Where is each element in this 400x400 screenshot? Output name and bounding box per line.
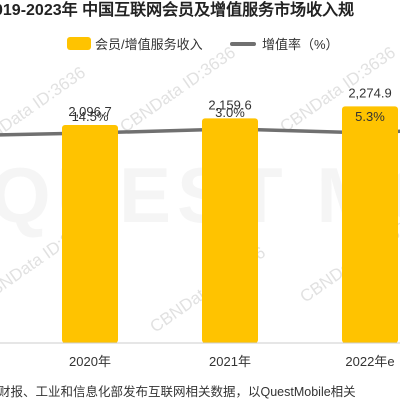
bar-value-label-1: 2,159.6 [208, 97, 251, 112]
chart-legend: 会员/增值服务收入 增值率（%） [0, 34, 400, 56]
growth-rate-line [0, 127, 400, 137]
chart-title: 019-2023年 中国互联网会员及增值服务市场收入规 [0, 2, 355, 19]
legend-swatch-line [230, 41, 256, 46]
bar-2 [342, 106, 398, 343]
x-tick-label-0: 2020年 [69, 354, 111, 369]
legend-item-growth: 增值率（%） [230, 34, 339, 53]
bar-value-label-0: 2,096.7 [68, 104, 111, 119]
legend-swatch-bar [67, 37, 91, 50]
growth-rate-label-0: 14.5% [72, 109, 109, 124]
legend-label-growth: 增值率（%） [262, 37, 339, 52]
growth-rate-label-1: 3.0% [215, 105, 245, 120]
source-footnote: 财报、工业和信息化部发布互联网相关数据，以QuestMobile相关 [0, 385, 356, 399]
bar-value-label-2: 2,274.9 [348, 85, 391, 100]
growth-rate-label-2: 5.3% [355, 109, 385, 124]
bar-1 [202, 118, 258, 343]
x-tick-label-1: 2021年 [209, 354, 251, 369]
x-tick-label-2: 2022年e [345, 354, 394, 369]
legend-item-revenue: 会员/增值服务收入 [67, 34, 203, 53]
legend-label-revenue: 会员/增值服务收入 [95, 37, 203, 52]
bar-0 [62, 124, 118, 343]
